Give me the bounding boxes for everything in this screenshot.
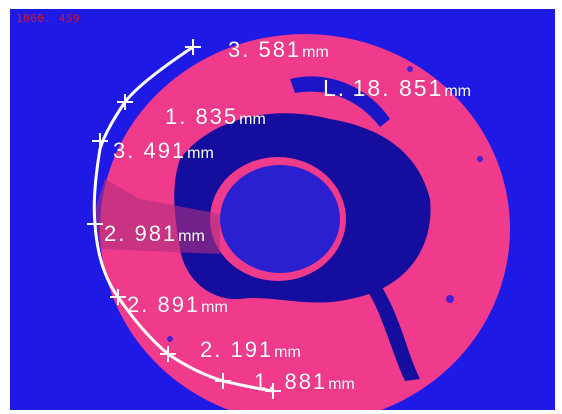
speck [477, 156, 483, 162]
segment-length-unit: mm [274, 344, 301, 361]
trace-point-marker[interactable] [185, 39, 201, 55]
segment-length-value: 2. 191 [200, 337, 274, 362]
total-length-prefix: L. [323, 75, 347, 101]
specimen-translucent-overlay [95, 179, 220, 254]
segment-length-label: 3. 491mm [113, 140, 214, 162]
segment-length-label: 3. 581mm [228, 39, 329, 61]
trace-point-marker[interactable] [215, 373, 231, 389]
segment-length-label: 1. 881mm [254, 371, 355, 393]
segment-length-unit: mm [187, 145, 214, 162]
specimen-dark-streak [360, 269, 420, 381]
trace-point-marker[interactable] [117, 94, 133, 110]
segment-length-value: 2. 891 [127, 292, 201, 317]
trace-point-marker[interactable] [160, 346, 176, 362]
segment-length-value: 1. 835 [165, 104, 239, 129]
trace-point-marker[interactable] [87, 216, 103, 232]
segment-length-label: 1. 835mm [165, 106, 266, 128]
specimen-upper-gap [290, 76, 390, 127]
coordinate-readout: 1060. 459 [16, 12, 81, 25]
segment-length-value: 1. 881 [254, 369, 328, 394]
segment-length-value: 3. 491 [113, 138, 187, 163]
segment-length-unit: mm [239, 111, 266, 128]
specimen-image [92, 34, 510, 410]
trace-point-marker[interactable] [92, 133, 108, 149]
segment-length-value: 3. 581 [228, 37, 302, 62]
segment-length-unit: mm [201, 299, 228, 316]
total-length-unit: mm [444, 83, 471, 100]
speck [446, 295, 454, 303]
segment-length-label: 2. 981mm [104, 223, 205, 245]
speck [407, 66, 413, 72]
speck [167, 336, 173, 342]
trace-point-marker[interactable] [110, 289, 126, 305]
segment-length-unit: mm [328, 376, 355, 393]
segment-length-unit: mm [302, 44, 329, 61]
segment-length-label: 2. 891mm [127, 294, 228, 316]
segment-length-value: 2. 981 [104, 221, 178, 246]
segment-length-label: 2. 191mm [200, 339, 301, 361]
microscope-image-viewport[interactable]: 1060. 459 L. 18. 851mm 3. 581mm 1. 835mm… [10, 9, 555, 410]
total-length-label: L. 18. 851mm [323, 77, 471, 100]
segment-length-unit: mm [178, 228, 205, 245]
total-length-value: 18. 851 [352, 75, 444, 101]
trace-point-marker[interactable] [265, 383, 281, 399]
specimen-center-hole [220, 165, 340, 273]
